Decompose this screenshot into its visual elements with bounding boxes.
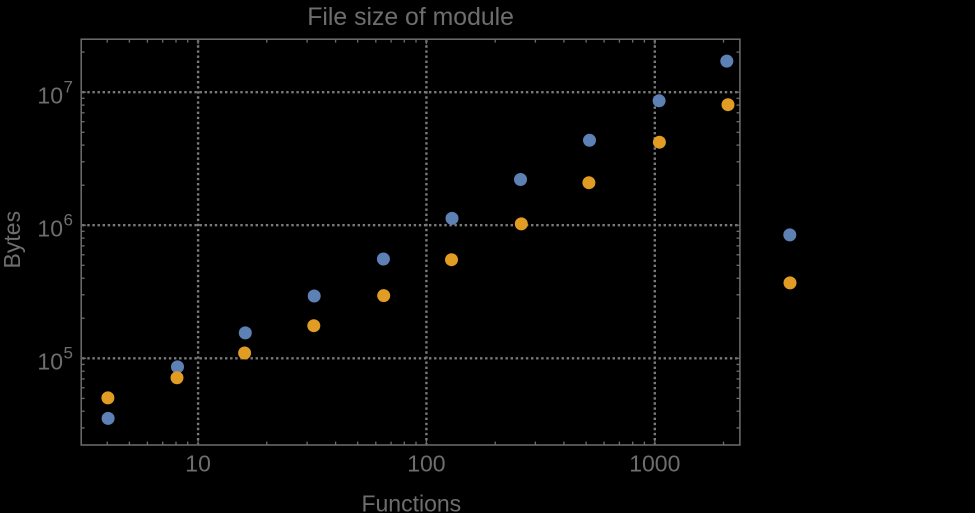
svg-text:1000: 1000: [629, 451, 680, 477]
svg-text:10: 10: [37, 349, 63, 375]
svg-text:6: 6: [64, 211, 73, 230]
svg-text:7: 7: [64, 78, 73, 97]
svg-text:File size of module: File size of module: [307, 4, 514, 31]
svg-text:100: 100: [407, 451, 445, 477]
svg-text:5: 5: [64, 344, 73, 363]
svg-text:Bytes: Bytes: [0, 211, 25, 269]
svg-text:10: 10: [185, 451, 211, 477]
svg-text:Functions: Functions: [361, 491, 461, 513]
svg-text:10: 10: [37, 216, 63, 242]
svg-text:10: 10: [37, 83, 63, 109]
